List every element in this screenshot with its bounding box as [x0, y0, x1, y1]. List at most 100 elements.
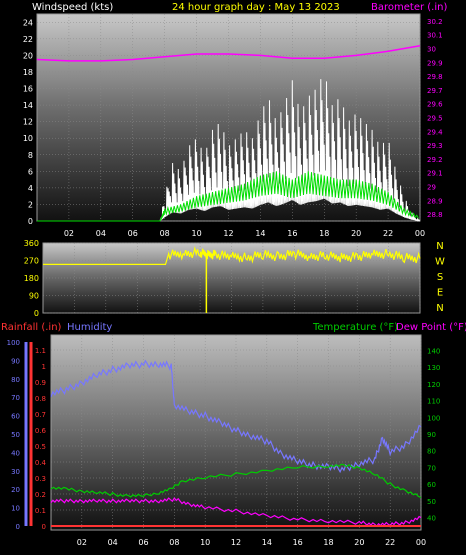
windspeed-tick-label: 16 — [23, 85, 33, 94]
humidity-tick-label: 10 — [11, 505, 20, 513]
rainfall-tick-label: 0.4 — [35, 459, 47, 467]
climate-series — [50, 359, 422, 527]
windspeed-tick-label: 10 — [23, 134, 33, 143]
wind-series — [36, 44, 421, 222]
climate-x-tick-label: 12 — [231, 538, 241, 547]
barometer-axis-title: Barometer (.in) — [371, 2, 447, 13]
temperature-tick-label: 110 — [427, 398, 440, 406]
humidity-tick-label: 60 — [11, 413, 20, 421]
wind-x-tick-label: 00 — [415, 229, 425, 238]
climate-time-axis: 02 04 06 08 10 12 14 16 18 20 22 00 — [77, 538, 426, 547]
wind-direction-line — [43, 246, 421, 265]
barometer-tick-label: 28.8 — [427, 211, 443, 219]
climate-x-tick-label: 10 — [200, 538, 210, 547]
rainfall-tick-label: 0.8 — [35, 395, 46, 403]
barometer-tick-label: 30.1 — [427, 32, 443, 40]
wind-x-tick-label: 10 — [191, 229, 201, 238]
windspeed-tick-label: 18 — [23, 68, 33, 77]
dewpoint-axis-title: Dew Point (°F) — [396, 322, 466, 333]
humidity-tick-label: 0 — [16, 523, 20, 531]
rainfall-tick-label: 0.6 — [35, 427, 47, 435]
barometer-tick-label: 29.2 — [427, 156, 443, 164]
direction-axis: 0 90 180 270 360 — [24, 239, 39, 318]
temperature-axis: 40 50 60 70 80 90 100 110 120 130 140 — [427, 347, 440, 522]
humidity-axis: 0 10 20 30 40 50 60 70 80 90 100 — [7, 339, 20, 531]
temperature-tick-label: 140 — [427, 347, 440, 355]
temperature-tick-label: 40 — [427, 515, 436, 523]
humidity-tick-label: 50 — [11, 431, 20, 439]
humidity-tick-label: 70 — [11, 394, 20, 402]
climate-x-tick-label: 22 — [385, 538, 395, 547]
rainfall-tick-label: 0.2 — [35, 491, 46, 499]
humidity-tick-label: 90 — [11, 357, 20, 365]
wind-x-tick-label: 06 — [128, 229, 138, 238]
humidity-line — [50, 359, 422, 474]
wind-x-tick-label: 14 — [255, 229, 265, 238]
direction-tick-label: 180 — [24, 274, 39, 283]
temperature-line — [50, 463, 422, 499]
humidity-axis-title: Humidity — [67, 322, 112, 333]
barometer-tick-label: 29.7 — [427, 87, 443, 95]
climate-x-tick-label: 00 — [416, 538, 426, 547]
humidity-tick-label: 40 — [11, 449, 20, 457]
barometer-tick-label: 28.9 — [427, 197, 443, 205]
climate-x-tick-label: 06 — [138, 538, 148, 547]
direction-tick-label: 90 — [29, 292, 39, 301]
temperature-tick-label: 60 — [427, 481, 436, 489]
wind-average-line — [37, 171, 419, 222]
direction-tick-label: 360 — [24, 239, 39, 248]
rainfall-axis-title: Rainfall (.in) — [1, 322, 62, 333]
wind-x-tick-label: 02 — [64, 229, 74, 238]
temperature-tick-label: 120 — [427, 381, 440, 389]
climate-x-tick-label: 04 — [108, 538, 118, 547]
direction-tick-label: 270 — [24, 257, 39, 266]
temperature-tick-label: 50 — [427, 498, 436, 506]
rainfall-tick-label: 0 — [42, 523, 46, 531]
barometer-tick-label: 29.1 — [427, 170, 443, 178]
windspeed-tick-label: 14 — [23, 101, 33, 110]
barometer-axis: 28.8 28.9 29 29.1 29.2 29.3 29.4 29.5 29.6 29.7 29… — [427, 18, 443, 219]
compass-label: S — [437, 272, 443, 283]
wind-time-axis: 02 04 06 08 10 12 14 16 18 20 22 00 — [64, 229, 425, 238]
rainfall-tick-label: 0.1 — [35, 507, 46, 515]
humidity-tick-label: 80 — [11, 376, 20, 384]
temperature-axis-title: Temperature (°F) — [312, 322, 398, 333]
rainfall-axis: 0 0.1 0.2 0.3 0.4 0.5 0.6 0.7 0.8 0.9 1 1.1 — [35, 347, 47, 531]
wind-x-tick-label: 08 — [160, 229, 170, 238]
compass-label: N — [436, 303, 443, 314]
barometer-tick-label: 29.5 — [427, 115, 443, 123]
windspeed-tick-label: 24 — [23, 18, 33, 27]
compass-label: N — [436, 241, 443, 252]
humidity-tick-label: 20 — [11, 486, 20, 494]
rainfall-tick-label: 0.7 — [35, 411, 46, 419]
rainfall-tick-label: 0.3 — [35, 475, 46, 483]
dewpoint-line — [50, 497, 422, 527]
barometer-tick-label: 30 — [427, 46, 436, 54]
windspeed-tick-label: 22 — [23, 35, 33, 44]
humidity-tick-label: 30 — [11, 468, 20, 476]
wind-x-tick-label: 04 — [96, 229, 106, 238]
climate-x-tick-label: 14 — [262, 538, 272, 547]
wind-x-tick-label: 12 — [223, 229, 233, 238]
humidity-tick-label: 100 — [7, 339, 20, 347]
wind-x-tick-label: 20 — [351, 229, 361, 238]
temperature-tick-label: 130 — [427, 364, 440, 372]
barometer-tick-label: 29.3 — [427, 142, 443, 150]
climate-x-tick-label: 02 — [77, 538, 87, 547]
windspeed-tick-label: 8 — [28, 151, 33, 160]
temperature-tick-label: 100 — [427, 414, 440, 422]
wind-x-tick-label: 18 — [319, 229, 329, 238]
barometer-tick-label: 29.4 — [427, 128, 443, 136]
rainfall-tick-label: 1 — [42, 363, 46, 371]
barometer-tick-label: 29.6 — [427, 101, 443, 109]
barometer-line — [36, 44, 421, 62]
climate-x-tick-label: 20 — [354, 538, 364, 547]
temperature-tick-label: 70 — [427, 464, 436, 472]
direction-tick-label: 0 — [34, 309, 39, 318]
climate-x-tick-label: 08 — [169, 538, 179, 547]
windspeed-axis-title: Windspeed (kts) — [32, 2, 113, 13]
rainfall-tick-label: 0.9 — [35, 379, 46, 387]
barometer-tick-label: 30.2 — [427, 18, 443, 26]
